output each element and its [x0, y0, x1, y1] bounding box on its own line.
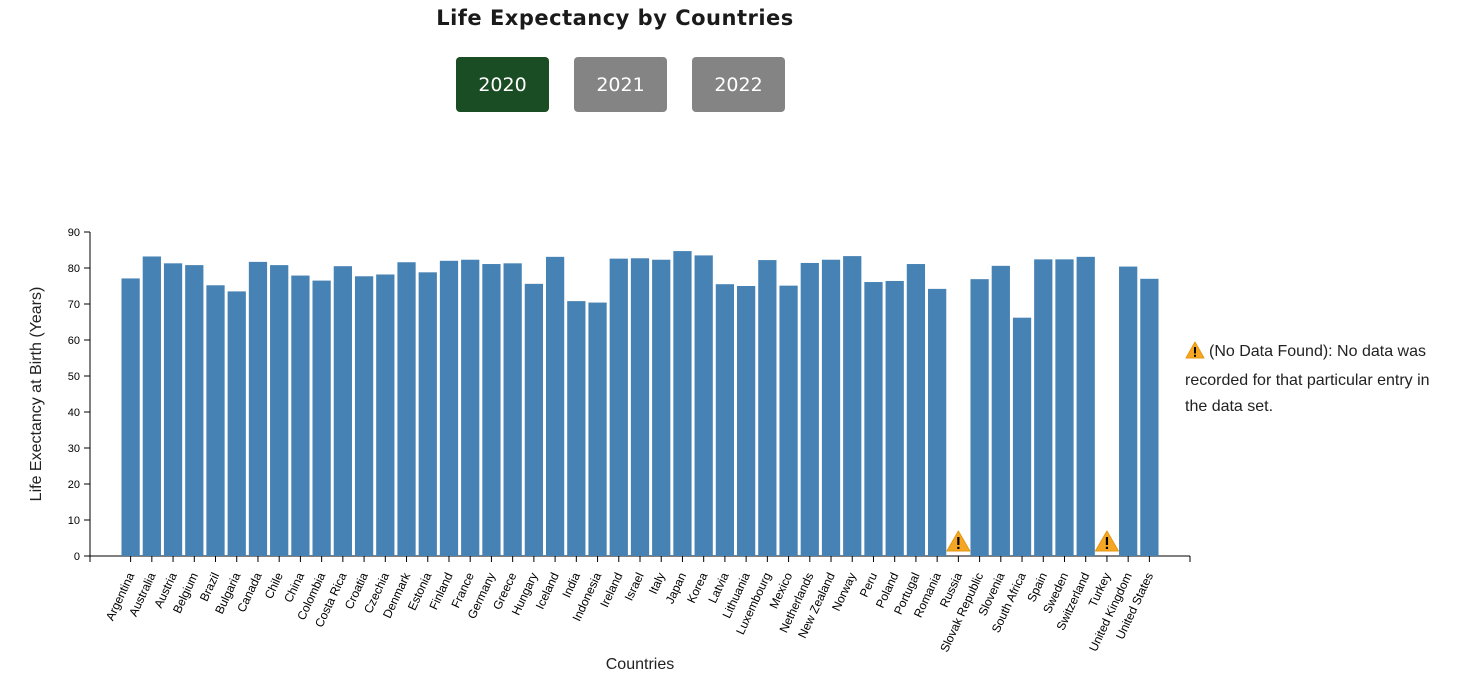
bar: [885, 280, 904, 556]
bar: [418, 272, 437, 556]
y-tick-label: 40: [68, 407, 80, 419]
bar: [206, 285, 225, 556]
y-tick-label: 80: [68, 263, 80, 275]
bar: [652, 259, 671, 556]
bar: [397, 262, 416, 556]
bar: [248, 261, 268, 556]
x-tick-label: Italy: [646, 570, 668, 596]
bar: [1140, 278, 1159, 556]
bar: [461, 259, 480, 556]
bar: [482, 264, 501, 556]
bar: [121, 278, 140, 556]
bar: [1076, 256, 1095, 556]
x-tick-labels: ArgentinaAustraliaAustriaBelgiumBrazilBu…: [103, 569, 1156, 654]
y-tick-label: 90: [68, 227, 80, 239]
bar: [567, 301, 586, 556]
y-tick-label: 50: [68, 371, 80, 383]
bar: [185, 265, 204, 556]
bar: [312, 280, 331, 556]
bar: [991, 265, 1010, 556]
bar: [673, 251, 692, 556]
bar: [736, 286, 756, 556]
bar: [270, 265, 289, 556]
bar: [800, 262, 819, 556]
bar: [758, 260, 777, 556]
bar: [1055, 259, 1074, 556]
bar: [864, 282, 883, 556]
y-axis: 0 10 20 30 40 50 60 70 80 90: [68, 227, 91, 563]
bar: [376, 274, 395, 556]
bar: [503, 263, 522, 556]
year-2022-button[interactable]: 2022: [692, 57, 785, 112]
bar: [1034, 259, 1053, 556]
bar: [1012, 317, 1032, 556]
bar: [354, 276, 374, 556]
bar: [227, 291, 246, 556]
no-data-note-text: (No Data Found): No data was recorded fo…: [1185, 343, 1430, 415]
page-title: Life Expectancy by Countries: [436, 6, 794, 30]
y-axis-label: Life Exectancy at Birth (Years): [28, 287, 45, 502]
warning-icon: [1185, 341, 1205, 368]
bar: [694, 255, 713, 556]
bar: [524, 283, 544, 556]
bars: [121, 251, 1159, 556]
x-axis-label: Countries: [606, 656, 674, 673]
bar: [142, 256, 161, 556]
y-tick-label: 60: [68, 335, 80, 347]
bar: [163, 263, 183, 556]
bar: [843, 256, 862, 556]
warning-icon: [946, 530, 971, 552]
bar: [779, 285, 798, 556]
bar: [970, 279, 989, 556]
bar: [609, 258, 628, 556]
y-tick-label: 0: [74, 551, 80, 563]
x-tick-label: Israel: [622, 570, 647, 603]
warning-icon: [1094, 530, 1119, 552]
y-tick-label: 30: [68, 443, 80, 455]
bar: [821, 259, 841, 556]
bar: [715, 284, 735, 556]
bar: [545, 256, 565, 556]
bar: [1119, 266, 1138, 556]
bar: [928, 288, 947, 556]
y-tick-label: 70: [68, 299, 80, 311]
bar: [333, 266, 352, 556]
bar: [291, 275, 310, 556]
bar: [588, 302, 607, 556]
year-2021-button[interactable]: 2021: [574, 57, 667, 112]
year-2020-button[interactable]: 2020: [456, 57, 549, 112]
bar: [439, 260, 459, 556]
y-tick-label: 10: [68, 515, 80, 527]
no-data-note: (No Data Found): No data was recorded fo…: [1185, 339, 1445, 420]
bar: [906, 264, 926, 556]
x-axis: [89, 555, 1191, 562]
y-tick-label: 20: [68, 479, 80, 491]
bar: [630, 258, 650, 556]
